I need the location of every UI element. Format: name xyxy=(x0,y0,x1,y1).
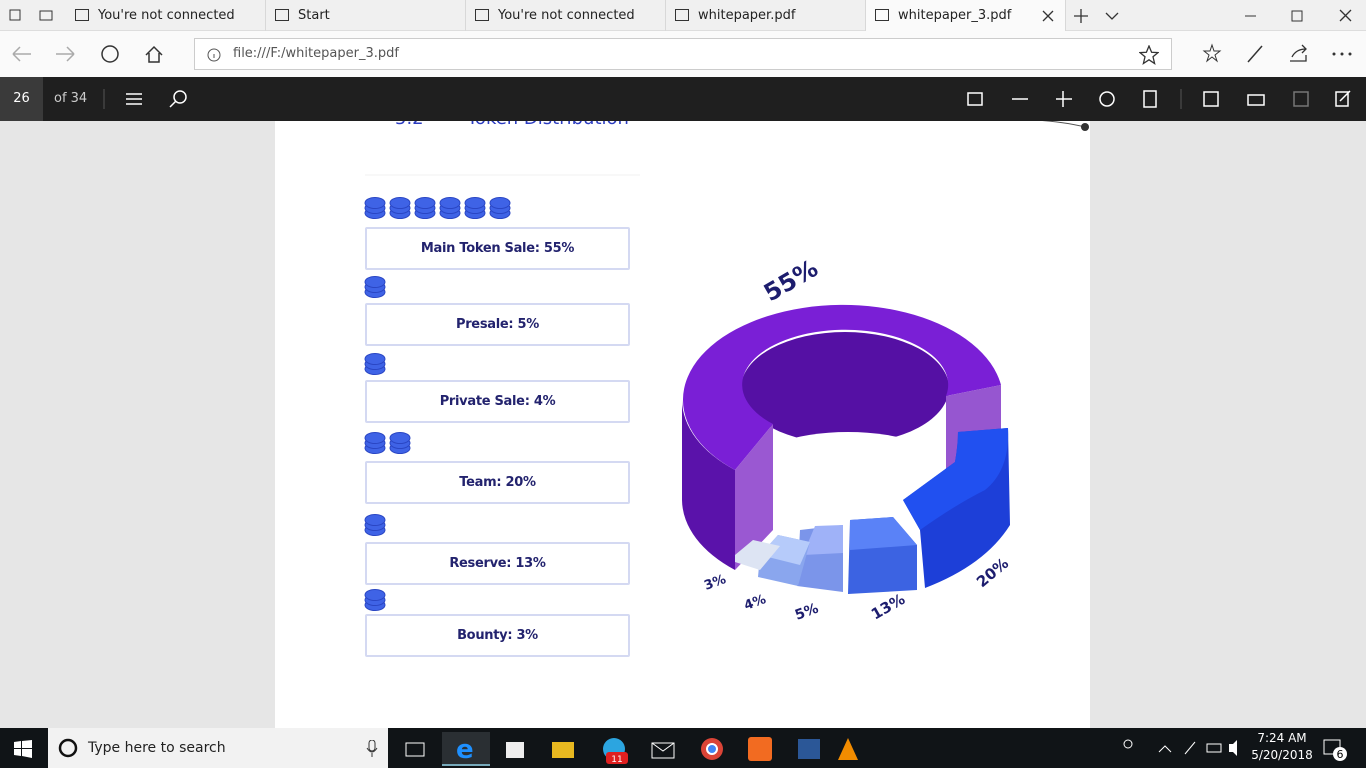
window-controls[interactable] xyxy=(1240,8,1360,24)
coin-icon xyxy=(364,589,386,611)
segment-label: 5% xyxy=(793,601,821,624)
close-tab[interactable] xyxy=(1042,10,1054,22)
page-count: of 34 xyxy=(54,91,88,106)
segment-label: 3% xyxy=(702,572,728,594)
taskbar: Type here to search e 11 7:24 AM 5/20/201… xyxy=(0,728,1366,768)
cortana-icon xyxy=(58,738,78,758)
address-bar: file:///F:/whitepaper_3.pdf xyxy=(0,31,1366,77)
legend-box: Bounty: 3% xyxy=(365,614,630,657)
pdf-view-tools[interactable] xyxy=(962,87,1362,111)
legend-box: Main Token Sale: 55% xyxy=(365,227,630,270)
new-tab[interactable] xyxy=(1072,8,1122,24)
coin-icons xyxy=(364,197,511,611)
segment-label: 55% xyxy=(759,254,823,307)
tab-title: Start xyxy=(298,8,330,23)
coin-icon xyxy=(464,197,486,219)
tab-title: whitepaper_3.pdf xyxy=(898,8,1012,23)
start-button[interactable] xyxy=(14,740,32,758)
segment-label: 13% xyxy=(868,590,908,624)
clock[interactable]: 7:24 AM 5/20/2018 xyxy=(1250,731,1314,762)
search-box[interactable]: Type here to search xyxy=(48,728,388,768)
tab-title: whitepaper.pdf xyxy=(698,8,796,23)
nav-buttons[interactable] xyxy=(10,43,170,65)
tab-title: You're not connected xyxy=(98,8,235,23)
action-center[interactable]: 6 xyxy=(1322,738,1350,762)
coin-icon xyxy=(364,276,386,298)
coin-icon xyxy=(364,432,386,454)
tab[interactable]: Start xyxy=(266,0,466,31)
tab-actions[interactable] xyxy=(8,8,58,24)
favorite[interactable] xyxy=(1139,45,1159,65)
segment-label: 20% xyxy=(973,554,1012,591)
browser-actions[interactable] xyxy=(1200,43,1360,65)
notification-count: 6 xyxy=(1337,748,1344,761)
coin-icon xyxy=(364,353,386,375)
search-placeholder: Type here to search xyxy=(88,740,226,756)
pdf-nav-tools[interactable] xyxy=(100,87,200,111)
time: 7:24 AM xyxy=(1257,731,1307,745)
donut-chart xyxy=(682,304,1010,594)
pdf-page: 5.2 Token Distribution 55% 20% xyxy=(275,100,1090,728)
date: 5/20/2018 xyxy=(1251,748,1313,762)
info-icon xyxy=(207,48,221,62)
pinned-apps[interactable]: e 11 xyxy=(400,732,880,766)
mic-icon xyxy=(366,740,378,757)
coin-icon xyxy=(364,514,386,536)
coin-icon xyxy=(414,197,436,219)
notification-badge: 11 xyxy=(611,755,622,765)
tab[interactable]: You're not connected xyxy=(66,0,266,31)
coin-icon xyxy=(489,197,511,219)
coin-icon xyxy=(364,197,386,219)
coin-icon xyxy=(439,197,461,219)
tab-bar: You're not connected Start You're not co… xyxy=(0,0,1366,31)
page-number[interactable]: 26 xyxy=(0,77,43,121)
url-field[interactable]: file:///F:/whitepaper_3.pdf xyxy=(194,38,1172,70)
pdf-toolbar: 26 of 34 xyxy=(0,77,1366,121)
svg-text:e: e xyxy=(456,735,474,765)
legend-box: Team: 20% xyxy=(365,461,630,504)
url: file:///F:/whitepaper_3.pdf xyxy=(233,46,399,61)
legend-box: Private Sale: 4% xyxy=(365,380,630,423)
tab[interactable]: You're not connected xyxy=(466,0,666,31)
segment-label: 4% xyxy=(742,592,768,614)
coin-icon xyxy=(389,197,411,219)
coin-icon xyxy=(389,432,411,454)
tab[interactable]: whitepaper.pdf xyxy=(666,0,866,31)
system-tray[interactable] xyxy=(1115,736,1255,760)
tab-active[interactable]: whitepaper_3.pdf xyxy=(866,0,1066,31)
legend-box: Reserve: 13% xyxy=(365,542,630,585)
legend-box: Presale: 5% xyxy=(365,303,630,346)
tab-title: You're not connected xyxy=(498,8,635,23)
